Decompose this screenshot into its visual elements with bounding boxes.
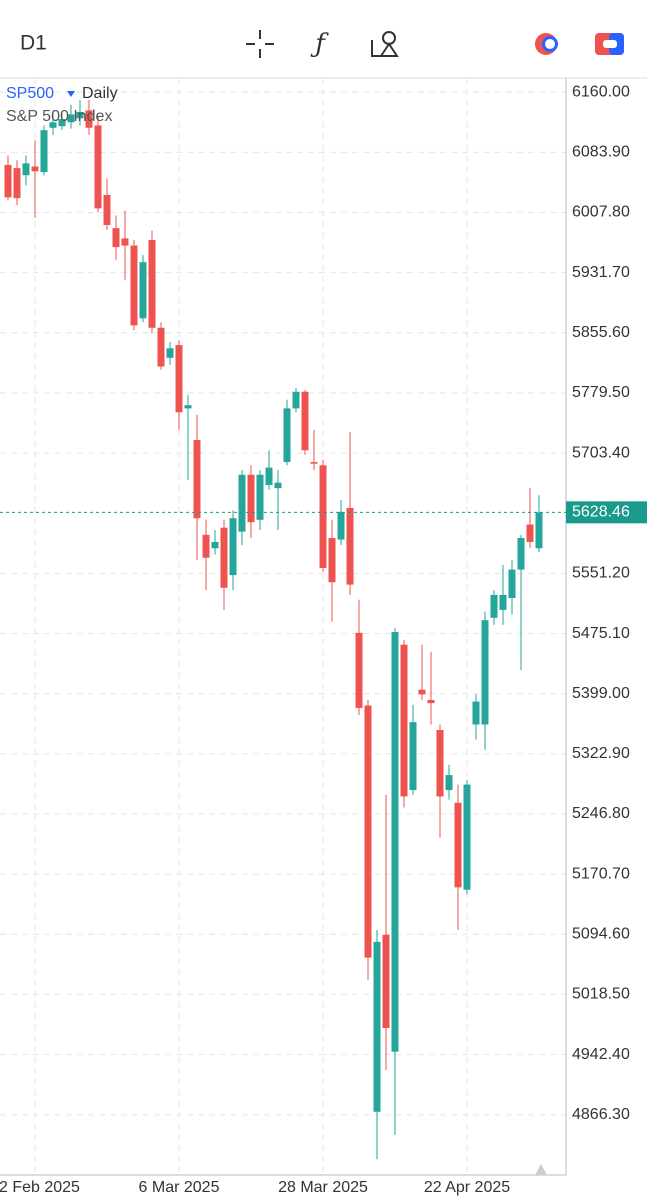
candle-body bbox=[283, 408, 291, 463]
candle-body bbox=[418, 689, 426, 695]
candle-body bbox=[535, 512, 543, 549]
candle-body bbox=[67, 114, 75, 123]
candle-body bbox=[22, 163, 30, 176]
candle-body bbox=[472, 701, 480, 725]
candle-body bbox=[166, 348, 174, 358]
account-icon[interactable] bbox=[595, 33, 624, 55]
y-tick-label: 5094.60 bbox=[572, 925, 630, 942]
y-tick-label: 5703.40 bbox=[572, 444, 630, 461]
y-tick-label: 5855.60 bbox=[572, 324, 630, 341]
candle-body bbox=[517, 537, 525, 570]
candle-body bbox=[139, 262, 147, 319]
indicator-icon[interactable]: ƒ bbox=[310, 29, 329, 59]
candle-body bbox=[121, 238, 129, 246]
candle-body bbox=[76, 111, 84, 119]
candle-body bbox=[328, 537, 336, 583]
y-tick-label: 5399.00 bbox=[572, 685, 630, 702]
candle-body bbox=[220, 527, 228, 588]
last-price-label: 5628.46 bbox=[572, 504, 630, 521]
candle-body bbox=[175, 345, 183, 413]
candle-body bbox=[310, 462, 318, 464]
x-tick-label: 28 Mar 2025 bbox=[278, 1179, 368, 1196]
candle-body bbox=[40, 130, 48, 173]
candle-body bbox=[238, 474, 246, 532]
candle-body bbox=[319, 465, 327, 569]
objects-icon[interactable] bbox=[371, 31, 399, 57]
candle-body bbox=[490, 594, 498, 618]
y-tick-label: 5246.80 bbox=[572, 805, 630, 822]
y-tick-label: 6083.90 bbox=[572, 144, 630, 161]
candle-body bbox=[193, 439, 201, 519]
scroll-marker[interactable] bbox=[535, 1164, 547, 1175]
candle-body bbox=[382, 934, 390, 1028]
y-tick-label: 4942.40 bbox=[572, 1046, 630, 1063]
candle-body bbox=[292, 391, 300, 409]
candle-body bbox=[346, 507, 354, 585]
y-tick-label: 4866.30 bbox=[572, 1106, 630, 1123]
candle-body bbox=[130, 245, 138, 326]
trade-icon[interactable] bbox=[535, 33, 558, 55]
candle-body bbox=[265, 467, 273, 486]
candle-body bbox=[445, 775, 453, 791]
candle-body bbox=[526, 524, 534, 542]
x-tick-label: 6 Mar 2025 bbox=[139, 1179, 220, 1196]
candle-body bbox=[499, 594, 507, 610]
x-tick-label: 12 Feb 2025 bbox=[0, 1179, 80, 1196]
candle-body bbox=[49, 122, 57, 128]
candle-body bbox=[355, 632, 363, 708]
candle-body bbox=[454, 802, 462, 888]
candle-body bbox=[481, 620, 489, 725]
symbol[interactable]: SP500 bbox=[6, 85, 54, 102]
candle-body bbox=[409, 722, 417, 791]
candle-body bbox=[301, 391, 309, 451]
description: S&P 500 Index bbox=[6, 108, 112, 125]
candle-body bbox=[229, 518, 237, 576]
candle-body bbox=[157, 327, 165, 367]
y-tick-label: 6160.00 bbox=[572, 83, 630, 100]
candle-body bbox=[103, 194, 111, 226]
candle-body bbox=[463, 784, 471, 890]
candle-body bbox=[400, 644, 408, 797]
candle-body bbox=[4, 164, 12, 198]
y-tick-label: 5170.70 bbox=[572, 865, 630, 882]
candle-body bbox=[112, 228, 120, 248]
candle-body bbox=[427, 700, 435, 704]
candle-body bbox=[274, 482, 282, 489]
y-tick-label: 6007.80 bbox=[572, 204, 630, 221]
candle-body bbox=[13, 168, 21, 199]
candle-body bbox=[436, 730, 444, 797]
x-tick-label: 22 Apr 2025 bbox=[424, 1179, 510, 1196]
y-tick-label: 5779.50 bbox=[572, 384, 630, 401]
symbol-dropdown[interactable] bbox=[67, 91, 75, 97]
crosshair-icon[interactable] bbox=[246, 30, 274, 58]
candle-body bbox=[94, 125, 102, 209]
candle-body bbox=[184, 405, 192, 409]
timeframe[interactable]: D1 bbox=[20, 32, 47, 55]
y-tick-label: 5931.70 bbox=[572, 264, 630, 281]
candle-body bbox=[337, 511, 345, 540]
candle-body bbox=[364, 705, 372, 958]
y-tick-label: 5322.90 bbox=[572, 745, 630, 762]
y-tick-label: 5551.20 bbox=[572, 565, 630, 582]
y-tick-label: 5475.10 bbox=[572, 625, 630, 642]
period: Daily bbox=[82, 85, 118, 102]
candle-body bbox=[256, 474, 264, 520]
candle-body bbox=[391, 632, 399, 1052]
candle-body bbox=[85, 110, 93, 128]
candle-body bbox=[148, 240, 156, 328]
candle-body bbox=[58, 119, 66, 127]
candle-body bbox=[211, 541, 219, 549]
candle-body bbox=[31, 166, 39, 172]
y-tick-label: 5018.50 bbox=[572, 986, 630, 1003]
candle-body bbox=[202, 534, 210, 558]
last-price-box bbox=[566, 501, 647, 524]
candle-body bbox=[247, 474, 255, 523]
candle-body bbox=[508, 569, 516, 599]
candle-body bbox=[373, 941, 381, 1112]
plot bbox=[0, 78, 566, 1175]
